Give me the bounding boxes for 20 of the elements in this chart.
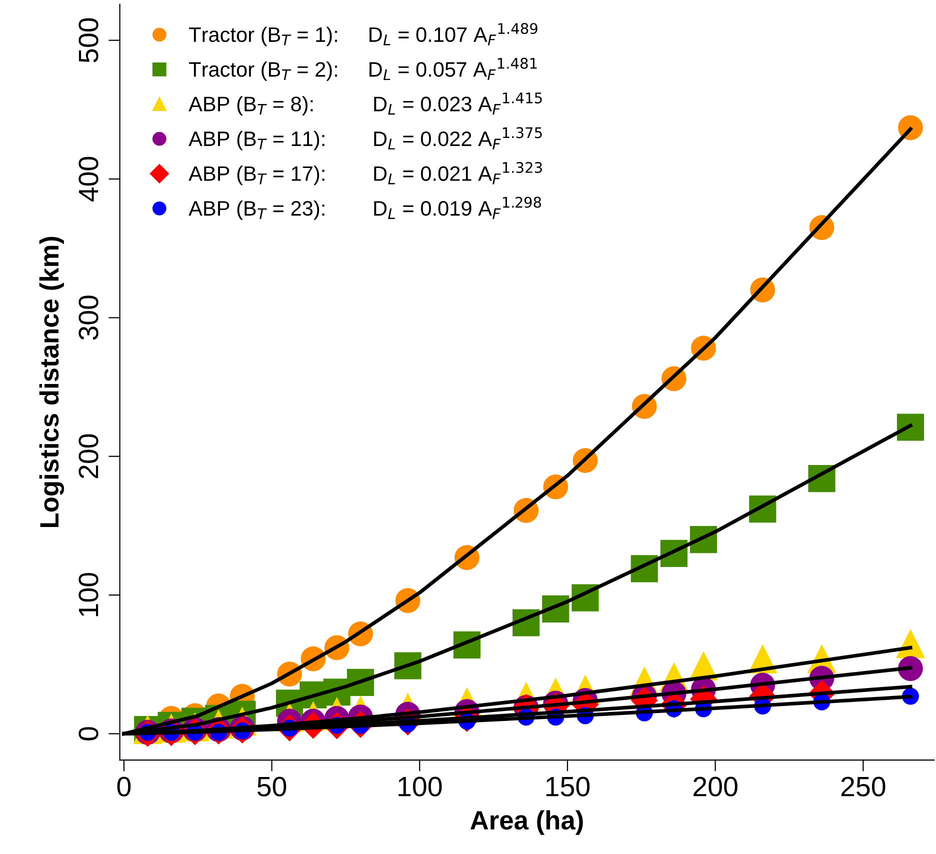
- y-tick-label: 0: [78, 727, 98, 740]
- x-tick-label: 150: [546, 776, 590, 796]
- legend-label: ABP (B$_{T}$ = 11): D$_{L}$ = 0.022 A$_{F}$$^{1.375}$: [188, 127, 542, 150]
- y-tick-label: 400: [78, 156, 98, 202]
- legend-label: ABP (B$_{T}$ = 8): D$_{L}$ = 0.023 A$_{F}$$^{1.415}$: [188, 92, 542, 116]
- y-axis-title: Logistics distance (km): [39, 236, 64, 528]
- y-tick-label: 500: [78, 18, 98, 62]
- y-tick-label: 200: [78, 434, 98, 478]
- legend-label: Tractor (B$_{T}$ = 2): D$_{L}$ = 0.057 A$_{F}$$^{1.481}$: [189, 58, 537, 81]
- x-tick-label: 250: [841, 776, 886, 796]
- x-axis-title: Area (ha): [470, 810, 583, 835]
- x-tick-label: 100: [398, 776, 442, 796]
- x-tick-label: 0: [117, 776, 131, 796]
- x-tick-label: 200: [694, 776, 738, 796]
- legend-label: Tractor (B$_{T}$ = 1): D$_{L}$ = 0.107 A$_{F}$$^{1.489}$: [189, 23, 538, 46]
- x-tick-label: 50: [257, 776, 286, 796]
- legend-label: ABP (B$_{T}$ = 17): D$_{L}$ = 0.021 A$_{F}$$^{1.323}$: [188, 162, 542, 186]
- legend-label: ABP (B$_{T}$ = 23): D$_{L}$ = 0.019 A$_{F}$$^{1.298}$: [188, 196, 542, 220]
- y-tick-label: 100: [78, 572, 98, 616]
- y-tick-label: 300: [78, 296, 98, 340]
